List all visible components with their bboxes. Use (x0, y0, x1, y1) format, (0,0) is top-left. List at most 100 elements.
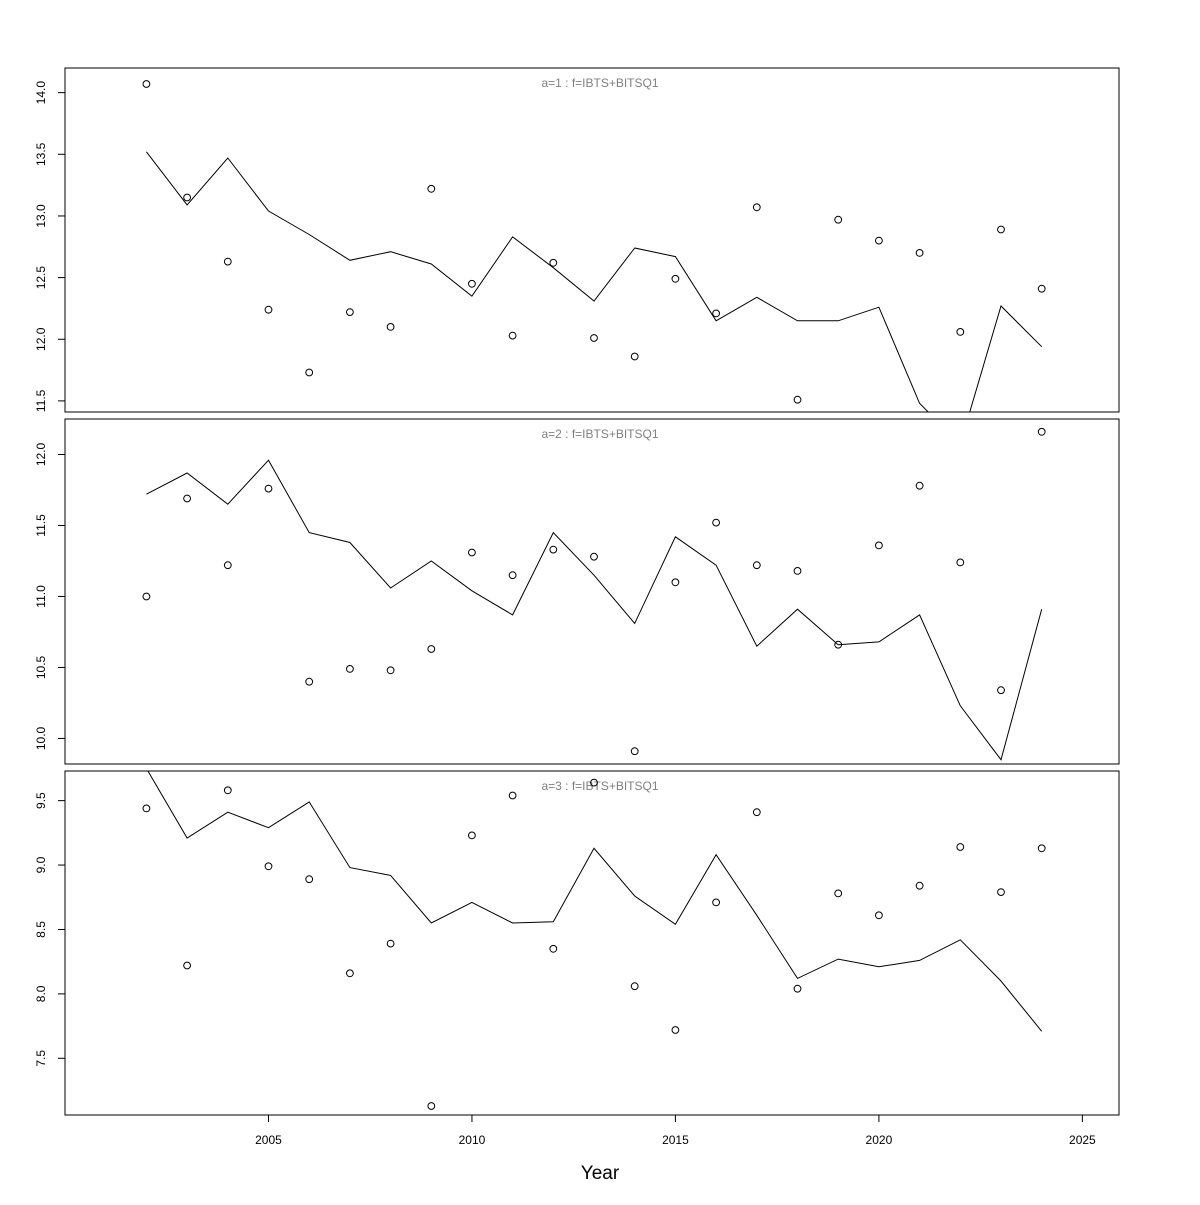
y-tick-label: 12.5 (34, 266, 48, 290)
observed-point (997, 225, 1005, 234)
x-axis-label: Year (581, 1163, 620, 1184)
observed-point (630, 747, 639, 756)
observed-point (468, 831, 476, 840)
observed-point (264, 305, 273, 314)
observed-point (590, 552, 598, 561)
observed-point (142, 804, 151, 813)
panel-frame (64, 418, 1120, 765)
observed-point (305, 677, 314, 686)
observed-point (793, 567, 802, 575)
observed-point (142, 80, 151, 88)
observed-point (956, 328, 965, 336)
y-tick-label: 13.0 (34, 204, 48, 228)
y-tick-label: 10.5 (34, 655, 48, 679)
series-fitted-line (147, 771, 1043, 1032)
observed-point (183, 193, 192, 202)
observed-point (223, 786, 232, 795)
panel-3: 7.5 8.0 8.5 9.0 9.5 a=3 : f=IBTS+BITSQ1 (34, 770, 1120, 1116)
observed-point (468, 548, 476, 557)
observed-point (915, 881, 924, 890)
observed-point (183, 494, 192, 503)
observed-point (793, 984, 802, 993)
observed-point (752, 561, 761, 570)
observed-point (305, 875, 314, 884)
panel-title: a=1 : f=IBTS+BITSQ1 (541, 76, 658, 90)
y-tick-label: 11.5 (34, 389, 48, 412)
y-tick-label: 9.0 (34, 856, 48, 873)
observed-point (1037, 284, 1046, 293)
observed-point (834, 215, 843, 224)
observed-point (427, 645, 436, 653)
observed-point (508, 571, 517, 580)
observed-point (427, 184, 436, 193)
observed-point (712, 518, 720, 527)
observed-point (346, 665, 354, 673)
observed-point (671, 1026, 680, 1034)
observed-point (508, 331, 517, 340)
observed-point (427, 1102, 436, 1110)
observed-point (264, 862, 273, 871)
observed-point (346, 308, 354, 317)
observed-point (549, 944, 558, 953)
series-fitted-line (146, 459, 1043, 761)
observed-point (752, 203, 761, 212)
observed-point (508, 791, 517, 800)
observed-point (875, 911, 883, 920)
x-axis: 2005 2010 2015 2020 2025 (255, 1114, 1096, 1147)
y-tick-label: 10.0 (34, 726, 48, 750)
observed-point (305, 368, 314, 377)
observed-point (386, 666, 395, 675)
observed-point (793, 395, 802, 404)
observed-point (142, 592, 151, 601)
y-tick-label: 12.0 (34, 442, 48, 466)
y-tick-label: 12.0 (34, 327, 48, 351)
observed-point (834, 889, 843, 898)
series-fitted-line (146, 151, 1043, 412)
observed-point (956, 843, 965, 851)
panel-1: 11.5 12.0 12.5 13.0 13.5 14.0 a=1 : f=IBTS+BIT… (34, 67, 1120, 413)
y-tick-label: 14.0 (34, 81, 48, 105)
x-tick-label: 2010 (459, 1133, 486, 1147)
panels-layer: 11.5 12.0 12.5 13.0 13.5 14.0 a=1 : f=IBTS+BIT… (34, 67, 1120, 1116)
observed-point (671, 274, 680, 283)
observed-point (997, 888, 1005, 896)
y-tick-label: 9.5 (34, 792, 48, 809)
panel-title: a=2 : f=IBTS+BITSQ1 (541, 427, 658, 441)
observed-point (630, 352, 639, 361)
panel-2: 10.0 10.5 11.0 11.5 12.0 a=2 : f=IBTS+BITSQ1 (34, 418, 1120, 765)
x-tick-label: 2020 (866, 1133, 893, 1147)
y-tick-label: 11.0 (34, 585, 48, 608)
observed-point (630, 982, 639, 991)
observed-point (386, 939, 395, 948)
observed-point (223, 561, 232, 570)
observed-point (671, 578, 680, 587)
x-tick-label: 2025 (1069, 1133, 1096, 1147)
observed-point (590, 334, 598, 342)
observed-point (915, 249, 924, 257)
observed-point (834, 640, 843, 649)
observed-point (997, 686, 1005, 695)
x-tick-label: 2015 (662, 1133, 689, 1147)
y-tick-label: 7.5 (34, 1050, 48, 1067)
y-tick-label: 11.5 (34, 514, 48, 537)
observed-point (223, 257, 232, 266)
panel-frame (64, 67, 1120, 413)
observed-point (752, 808, 761, 817)
observed-point (549, 258, 558, 267)
observed-point (264, 484, 273, 493)
panel-title: a=3 : f=IBTS+BITSQ1 (541, 779, 658, 793)
observed-point (346, 969, 354, 978)
observed-point (712, 898, 720, 907)
y-tick-label: 8.0 (34, 985, 48, 1002)
x-tick-label: 2005 (255, 1133, 282, 1147)
observed-point (875, 236, 883, 245)
observed-point (875, 541, 883, 550)
observed-point (468, 279, 476, 288)
observed-point (956, 558, 965, 567)
y-tick-label: 8.5 (34, 921, 48, 938)
observed-point (549, 545, 558, 554)
observed-point (712, 309, 720, 318)
observed-point (590, 778, 598, 787)
